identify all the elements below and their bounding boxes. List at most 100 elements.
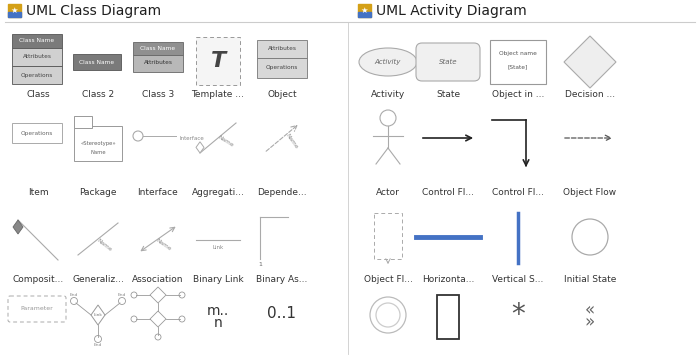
Circle shape — [179, 316, 185, 322]
Text: «Stereotype»: «Stereotype» — [80, 141, 116, 147]
Text: ★: ★ — [360, 6, 368, 15]
Text: Class 2: Class 2 — [82, 90, 114, 99]
Text: 0..1: 0..1 — [267, 305, 297, 320]
Bar — [133, 55, 183, 72]
Text: Item: Item — [28, 188, 48, 197]
Bar — [8, 12, 21, 17]
Text: UML Class Diagram: UML Class Diagram — [26, 5, 161, 19]
Text: State: State — [436, 90, 460, 99]
Bar — [12, 34, 62, 48]
Text: Object name: Object name — [499, 52, 537, 57]
Text: Interface: Interface — [180, 136, 204, 141]
Bar — [257, 58, 307, 78]
Circle shape — [179, 292, 185, 298]
Text: End: End — [118, 293, 126, 297]
Text: n: n — [214, 316, 223, 330]
Polygon shape — [150, 287, 166, 303]
Text: Attributes: Attributes — [267, 47, 297, 52]
Text: Depende...: Depende... — [257, 188, 307, 197]
Polygon shape — [564, 36, 616, 88]
Circle shape — [572, 219, 608, 255]
Circle shape — [94, 335, 101, 342]
Text: Operations: Operations — [21, 73, 53, 78]
Circle shape — [155, 334, 161, 340]
Bar — [8, 4, 21, 17]
Text: T: T — [211, 51, 225, 71]
FancyBboxPatch shape — [8, 296, 66, 322]
Circle shape — [118, 298, 125, 304]
Polygon shape — [91, 305, 105, 325]
Text: Name: Name — [95, 237, 113, 252]
Bar — [374, 213, 402, 259]
Polygon shape — [150, 311, 166, 327]
Ellipse shape — [359, 48, 417, 76]
Text: State: State — [439, 59, 457, 65]
Bar — [437, 295, 459, 339]
Text: UML Activity Diagram: UML Activity Diagram — [376, 5, 526, 19]
Text: Control Fl...: Control Fl... — [422, 188, 474, 197]
Polygon shape — [13, 220, 23, 234]
Text: Name: Name — [90, 150, 106, 155]
Text: »: » — [585, 313, 595, 331]
Text: Association: Association — [132, 275, 183, 284]
Bar — [74, 116, 92, 128]
Text: Attributes: Attributes — [22, 54, 52, 59]
Text: Actor: Actor — [376, 188, 400, 197]
Circle shape — [133, 131, 143, 141]
Text: Parameter: Parameter — [20, 307, 53, 312]
Text: End: End — [70, 293, 78, 297]
Text: Operations: Operations — [266, 66, 298, 70]
Bar — [12, 66, 62, 84]
Circle shape — [370, 297, 406, 333]
Text: Class Name: Class Name — [79, 59, 115, 64]
Bar — [358, 4, 371, 17]
Circle shape — [380, 110, 396, 126]
Text: Binary As...: Binary As... — [256, 275, 308, 284]
Text: Attributes: Attributes — [144, 61, 172, 66]
Circle shape — [376, 303, 400, 327]
Text: Name: Name — [217, 134, 234, 148]
Text: Name: Name — [154, 238, 172, 252]
Text: Class Name: Class Name — [20, 38, 55, 43]
Bar — [358, 12, 371, 17]
Text: Vertical S...: Vertical S... — [492, 275, 544, 284]
Text: Interface: Interface — [138, 188, 178, 197]
Text: Object Flow: Object Flow — [564, 188, 617, 197]
Text: Object in ...: Object in ... — [492, 90, 544, 99]
Text: [State]: [State] — [508, 64, 528, 69]
Bar — [12, 48, 62, 66]
Text: 1: 1 — [258, 262, 262, 267]
Text: Link: Link — [94, 313, 102, 317]
Text: Aggregati...: Aggregati... — [192, 188, 244, 197]
Text: Template ...: Template ... — [192, 90, 244, 99]
Bar — [133, 42, 183, 55]
Text: Activity: Activity — [374, 59, 401, 65]
Text: Object Fl...: Object Fl... — [363, 275, 412, 284]
Text: Class: Class — [26, 90, 50, 99]
Circle shape — [131, 292, 137, 298]
Text: Class Name: Class Name — [141, 46, 176, 51]
Text: Control Fl...: Control Fl... — [492, 188, 544, 197]
Circle shape — [131, 316, 137, 322]
Bar — [74, 126, 122, 161]
Bar — [12, 123, 62, 143]
FancyBboxPatch shape — [416, 43, 480, 81]
Text: «: « — [585, 301, 595, 319]
Text: Object: Object — [267, 90, 297, 99]
Polygon shape — [196, 142, 204, 153]
Text: Class 3: Class 3 — [142, 90, 174, 99]
Text: End: End — [94, 343, 102, 347]
Text: Name: Name — [285, 132, 299, 150]
Bar — [73, 54, 121, 70]
Bar — [490, 40, 546, 84]
Text: Package: Package — [79, 188, 117, 197]
Text: Decision ...: Decision ... — [565, 90, 615, 99]
Bar — [257, 40, 307, 58]
Text: Horizonta...: Horizonta... — [422, 275, 474, 284]
Bar — [196, 37, 240, 85]
Text: Initial State: Initial State — [564, 275, 616, 284]
Text: Activity: Activity — [371, 90, 405, 99]
Circle shape — [71, 298, 78, 304]
Text: Binary Link: Binary Link — [193, 275, 244, 284]
Text: *: * — [511, 301, 525, 329]
